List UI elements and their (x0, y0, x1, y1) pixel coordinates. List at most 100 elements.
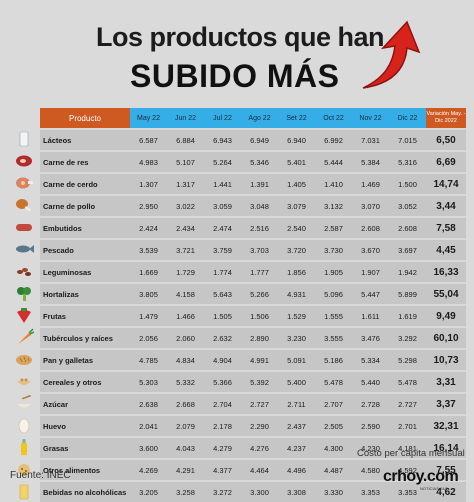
cost-cell: 1.907 (352, 260, 389, 283)
cost-cell: 4.276 (241, 436, 278, 459)
cost-cell: 3.308 (278, 480, 315, 502)
cost-cell: 5.643 (204, 282, 241, 305)
fish-icon (8, 238, 40, 261)
cost-cell: 5.091 (278, 348, 315, 371)
variation-cell: 10,73 (426, 348, 466, 371)
cost-cell: 5.478 (389, 370, 426, 393)
cost-cell: 4.592 (389, 458, 426, 481)
product-name: Carne de pollo (40, 194, 130, 217)
cost-cell: 1.505 (204, 304, 241, 327)
cost-cell: 2.727 (389, 392, 426, 415)
cost-cell: 3.353 (352, 480, 389, 502)
cost-cell: 3.059 (204, 194, 241, 217)
product-name: Leguminosas (40, 260, 130, 283)
product-name: Grasas (40, 436, 130, 459)
cost-cell: 2.711 (278, 392, 315, 415)
cost-cell: 1.391 (241, 172, 278, 195)
source-note: Fuente: INEC (10, 470, 71, 481)
cost-cell: 5.440 (352, 370, 389, 393)
cost-cell: 2.707 (315, 392, 352, 415)
product-name: Hortalizas (40, 282, 130, 305)
cost-cell: 5.107 (167, 150, 204, 173)
cost-cell: 5.264 (204, 150, 241, 173)
cost-cell: 1.942 (389, 260, 426, 283)
month-header: Jun 22 (167, 108, 204, 129)
beans-icon (8, 260, 40, 283)
cost-cell: 3.703 (241, 238, 278, 261)
cost-cell: 5.334 (352, 348, 389, 371)
cost-cell: 2.590 (352, 414, 389, 437)
table-row: Frutas 1.479 1.466 1.505 1.506 1.529 1.555 1.61… (8, 304, 466, 327)
cost-cell: 3.205 (130, 480, 167, 502)
cost-cell: 5.346 (241, 150, 278, 173)
cost-cell: 4.496 (278, 458, 315, 481)
cost-cell: 4.230 (352, 436, 389, 459)
variation-cell: 4,45 (426, 238, 466, 261)
logo-tagline: NOTICIAS 24/7 (420, 486, 448, 491)
product-name: Pan y galletas (40, 348, 130, 371)
variation-cell: 6,69 (426, 150, 466, 173)
cost-cell: 2.701 (389, 414, 426, 437)
month-header: Nov 22 (352, 108, 389, 129)
cost-note: Costo per cápita mensual (357, 448, 465, 459)
cost-cell: 1.856 (278, 260, 315, 283)
cost-cell: 1.469 (352, 172, 389, 195)
cost-cell: 2.437 (278, 414, 315, 437)
oil-bottle-icon (8, 436, 40, 459)
cost-cell: 1.506 (241, 304, 278, 327)
cost-cell: 3.721 (167, 238, 204, 261)
cost-cell: 2.728 (352, 392, 389, 415)
product-name: Huevo (40, 414, 130, 437)
table-row: Leguminosas 1.669 1.729 1.774 1.777 1.856 1.90… (8, 260, 466, 283)
cost-cell: 6.943 (204, 128, 241, 151)
variation-cell: 3,31 (426, 370, 466, 393)
cost-cell: 3.292 (389, 326, 426, 349)
table-row: Otros alimentos 4.269 4.291 4.377 4.464 4.496… (8, 458, 466, 481)
title-line-1: Los productos que han (96, 22, 385, 52)
cost-cell: 2.608 (389, 216, 426, 239)
cost-cell: 2.632 (204, 326, 241, 349)
variation-cell: 6,50 (426, 128, 466, 151)
cost-cell: 5.899 (389, 282, 426, 305)
cost-cell: 3.258 (167, 480, 204, 502)
table-row: Carne de cerdo 1.307 1.317 1.441 1.391 1.405 1… (8, 172, 466, 195)
cost-cell: 1.441 (204, 172, 241, 195)
month-header: Oct 22 (315, 108, 352, 129)
milk-glass-icon (8, 128, 40, 151)
cost-cell: 1.529 (278, 304, 315, 327)
cost-cell: 5.303 (130, 370, 167, 393)
cost-cell: 5.444 (315, 150, 352, 173)
cost-cell: 2.079 (167, 414, 204, 437)
cost-cell: 4.300 (315, 436, 352, 459)
cost-cell: 1.669 (130, 260, 167, 283)
strawberry-icon (8, 304, 40, 327)
cost-cell: 2.950 (130, 194, 167, 217)
cost-cell: 3.052 (389, 194, 426, 217)
cost-cell: 2.727 (241, 392, 278, 415)
cost-cell: 1.774 (204, 260, 241, 283)
cost-cell: 3.476 (352, 326, 389, 349)
table-row: Hortalizas 3.805 4.158 5.643 5.266 4.931 5.096… (8, 282, 466, 305)
variation-header: Variación May. - Dic 2022 (426, 108, 466, 129)
cost-cell: 6.992 (315, 128, 352, 151)
table-body: Lácteos 6.587 6.884 6.943 6.949 6.940 6.992 7.0… (8, 128, 466, 502)
spices-icon (8, 458, 40, 481)
variation-cell: 14,74 (426, 172, 466, 195)
cost-cell: 4.931 (278, 282, 315, 305)
cost-cell: 3.048 (241, 194, 278, 217)
title-line-2: SUBIDO MÁS (130, 58, 340, 94)
broccoli-icon (8, 282, 40, 305)
cost-cell: 2.505 (315, 414, 352, 437)
product-name: Azúcar (40, 392, 130, 415)
product-name: Cereales y otros (40, 370, 130, 393)
variation-cell: 7,58 (426, 216, 466, 239)
cost-cell: 5.478 (315, 370, 352, 393)
cost-cell: 3.070 (352, 194, 389, 217)
cost-cell: 4.904 (204, 348, 241, 371)
cost-cell: 3.022 (167, 194, 204, 217)
cost-cell: 4.043 (167, 436, 204, 459)
cost-cell: 2.056 (130, 326, 167, 349)
table-row: Tubérculos y raíces 2.056 2.060 2.632 2.890 3… (8, 326, 466, 349)
cost-cell: 5.384 (352, 150, 389, 173)
cost-cell: 3.272 (204, 480, 241, 502)
